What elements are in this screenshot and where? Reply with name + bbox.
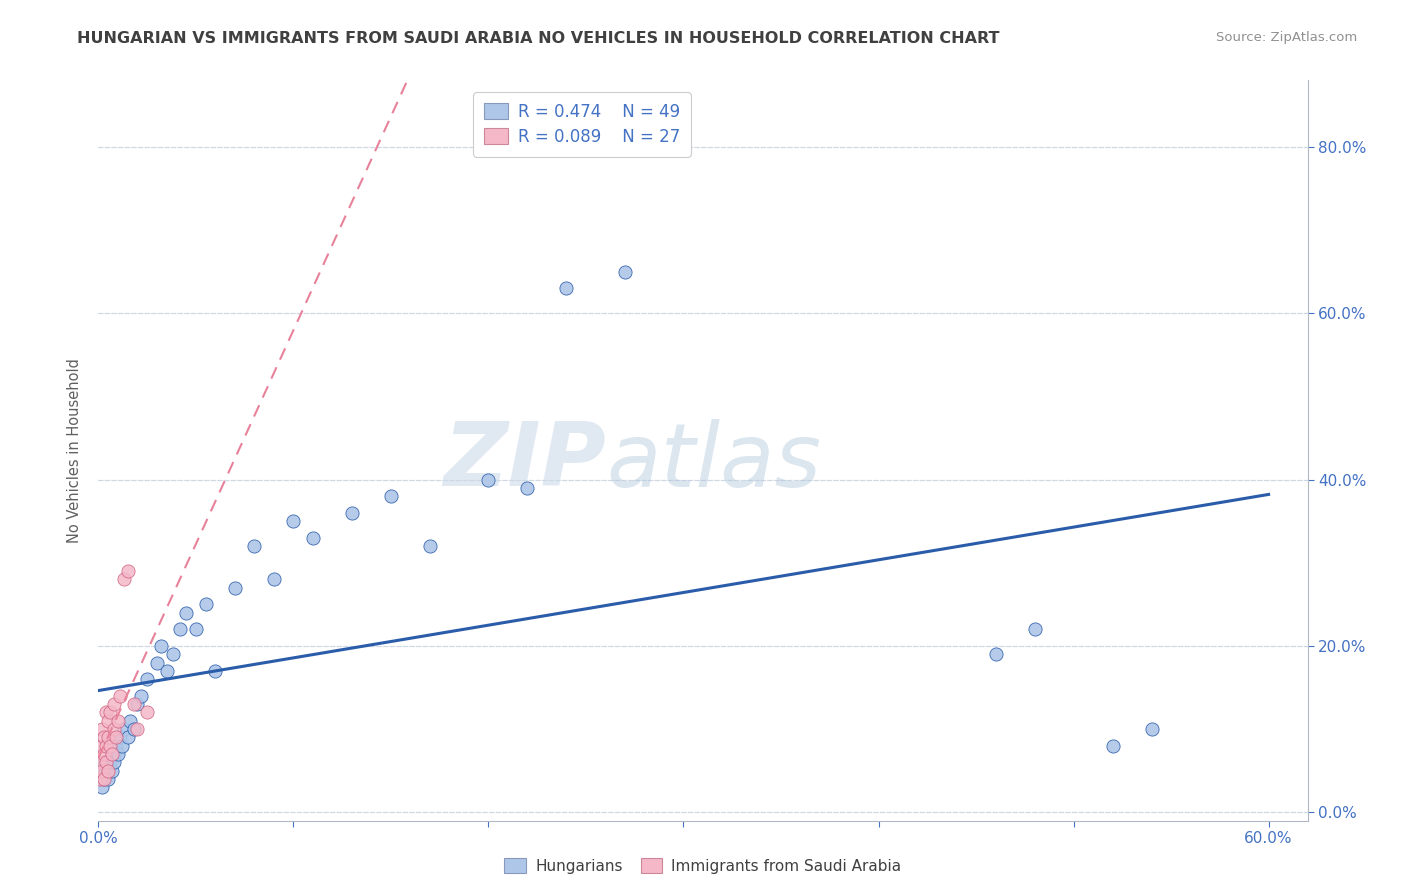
Y-axis label: No Vehicles in Household: No Vehicles in Household bbox=[67, 358, 83, 543]
Point bbox=[224, 581, 246, 595]
Point bbox=[118, 714, 141, 728]
Point bbox=[194, 598, 217, 612]
Point bbox=[89, 756, 111, 770]
Point bbox=[104, 731, 127, 745]
Point bbox=[91, 780, 114, 795]
Point bbox=[984, 647, 1007, 661]
Text: Source: ZipAtlas.com: Source: ZipAtlas.com bbox=[1216, 31, 1357, 45]
Point bbox=[93, 772, 115, 786]
Point bbox=[243, 539, 266, 553]
Point bbox=[96, 756, 118, 770]
Point bbox=[91, 722, 114, 736]
Point bbox=[103, 747, 125, 761]
Point bbox=[93, 772, 115, 786]
Point bbox=[136, 672, 159, 686]
Point bbox=[97, 772, 120, 786]
Point bbox=[136, 706, 159, 720]
Point bbox=[516, 481, 538, 495]
Point bbox=[98, 739, 121, 753]
Point bbox=[302, 531, 325, 545]
Point bbox=[89, 772, 111, 786]
Point bbox=[112, 573, 135, 587]
Point bbox=[103, 722, 125, 736]
Point bbox=[1024, 623, 1046, 637]
Point bbox=[419, 539, 441, 553]
Point bbox=[97, 764, 120, 778]
Point bbox=[117, 731, 139, 745]
Point bbox=[555, 281, 578, 295]
Text: atlas: atlas bbox=[606, 418, 821, 505]
Point bbox=[169, 623, 191, 637]
Point bbox=[96, 706, 118, 720]
Point bbox=[174, 606, 197, 620]
Point bbox=[477, 473, 499, 487]
Point bbox=[93, 731, 115, 745]
Point bbox=[108, 731, 131, 745]
Point bbox=[112, 722, 135, 736]
Point bbox=[103, 756, 125, 770]
Point bbox=[340, 506, 363, 520]
Point bbox=[97, 714, 120, 728]
Point bbox=[122, 697, 145, 711]
Point bbox=[127, 697, 149, 711]
Point bbox=[103, 697, 125, 711]
Point bbox=[131, 689, 153, 703]
Point bbox=[91, 739, 114, 753]
Point bbox=[117, 564, 139, 578]
Point bbox=[101, 747, 124, 761]
Point bbox=[162, 647, 184, 661]
Point bbox=[127, 722, 149, 736]
Point bbox=[1101, 739, 1123, 753]
Point bbox=[97, 731, 120, 745]
Point bbox=[263, 573, 285, 587]
Point bbox=[156, 664, 179, 678]
Point bbox=[380, 489, 402, 503]
Text: HUNGARIAN VS IMMIGRANTS FROM SAUDI ARABIA NO VEHICLES IN HOUSEHOLD CORRELATION C: HUNGARIAN VS IMMIGRANTS FROM SAUDI ARABI… bbox=[77, 31, 1000, 46]
Point bbox=[204, 664, 226, 678]
Point bbox=[91, 764, 114, 778]
Point bbox=[107, 747, 129, 761]
Point bbox=[1140, 722, 1163, 736]
Point bbox=[149, 639, 172, 653]
Point bbox=[93, 747, 115, 761]
Point bbox=[96, 756, 118, 770]
Text: ZIP: ZIP bbox=[443, 418, 606, 505]
Point bbox=[91, 764, 114, 778]
Point bbox=[93, 756, 115, 770]
Point bbox=[614, 264, 637, 278]
Legend: Hungarians, Immigrants from Saudi Arabia: Hungarians, Immigrants from Saudi Arabia bbox=[498, 852, 908, 880]
Point bbox=[89, 772, 111, 786]
Point bbox=[98, 706, 121, 720]
Point bbox=[184, 623, 207, 637]
Legend: R = 0.474    N = 49, R = 0.089    N = 27: R = 0.474 N = 49, R = 0.089 N = 27 bbox=[474, 92, 690, 157]
Point bbox=[101, 764, 124, 778]
Point bbox=[104, 739, 127, 753]
Point bbox=[111, 739, 134, 753]
Point bbox=[146, 656, 169, 670]
Point bbox=[97, 764, 120, 778]
Point bbox=[98, 756, 121, 770]
Point bbox=[122, 722, 145, 736]
Point bbox=[108, 689, 131, 703]
Point bbox=[96, 764, 118, 778]
Point bbox=[96, 739, 118, 753]
Point bbox=[107, 714, 129, 728]
Point bbox=[283, 514, 305, 528]
